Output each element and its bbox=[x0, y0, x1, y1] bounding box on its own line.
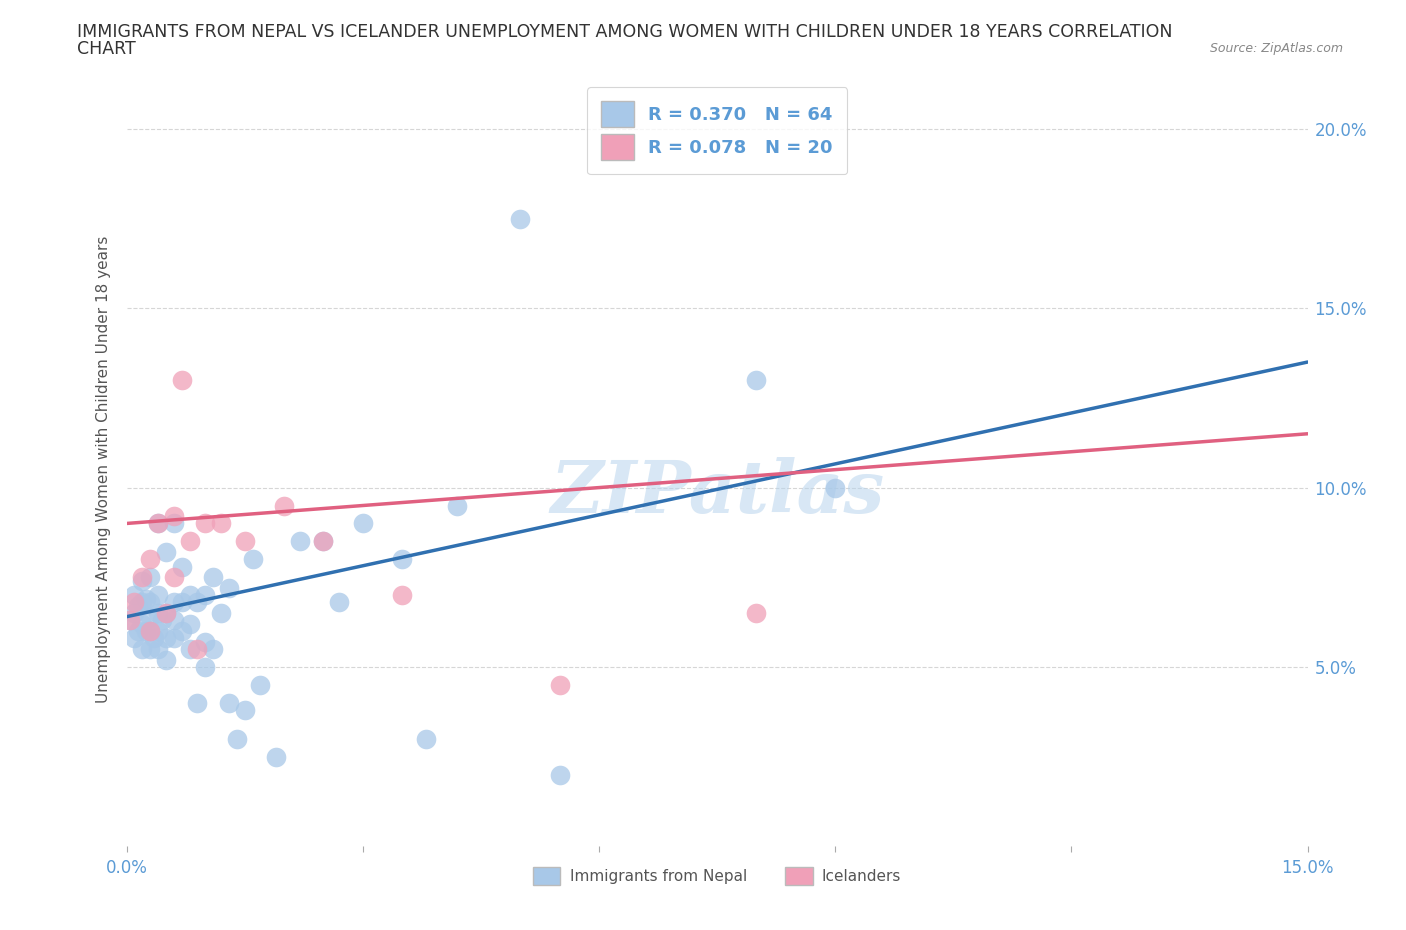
Point bbox=[415, 731, 437, 746]
Point bbox=[233, 534, 256, 549]
Point bbox=[146, 642, 169, 657]
Point bbox=[131, 617, 153, 631]
Point bbox=[135, 624, 157, 639]
Point bbox=[120, 613, 142, 628]
Point bbox=[155, 605, 177, 620]
Point bbox=[328, 595, 350, 610]
Point bbox=[194, 516, 217, 531]
Point bbox=[548, 767, 571, 782]
Point bbox=[312, 534, 335, 549]
Point bbox=[352, 516, 374, 531]
Point bbox=[139, 642, 162, 657]
Point bbox=[209, 516, 232, 531]
Point bbox=[124, 605, 146, 620]
Point bbox=[127, 624, 149, 639]
Point bbox=[146, 605, 169, 620]
Point bbox=[131, 595, 153, 610]
Legend: Immigrants from Nepal, Icelanders: Immigrants from Nepal, Icelanders bbox=[527, 860, 907, 891]
Point bbox=[179, 617, 201, 631]
Point bbox=[146, 516, 169, 531]
Point bbox=[209, 605, 232, 620]
Point bbox=[179, 642, 201, 657]
Point bbox=[194, 634, 217, 649]
Point bbox=[548, 677, 571, 692]
Point bbox=[127, 599, 149, 614]
Point bbox=[163, 509, 186, 524]
Point bbox=[146, 588, 169, 603]
Point bbox=[391, 551, 413, 566]
Point bbox=[264, 750, 287, 764]
Point bbox=[139, 609, 162, 624]
Point bbox=[131, 642, 153, 657]
Point bbox=[312, 534, 335, 549]
Point bbox=[146, 624, 169, 639]
Text: CHART: CHART bbox=[77, 40, 136, 58]
Point bbox=[124, 631, 146, 645]
Point bbox=[218, 580, 240, 595]
Point bbox=[155, 631, 177, 645]
Point bbox=[186, 595, 208, 610]
Point bbox=[139, 551, 162, 566]
Point bbox=[170, 559, 193, 574]
Point bbox=[233, 702, 256, 717]
Point bbox=[150, 613, 173, 628]
Point bbox=[249, 677, 271, 692]
Point bbox=[139, 624, 162, 639]
Point bbox=[218, 696, 240, 711]
Point bbox=[179, 588, 201, 603]
Point bbox=[446, 498, 468, 513]
Point bbox=[120, 613, 142, 628]
Point bbox=[202, 570, 225, 585]
Point bbox=[179, 534, 201, 549]
Point bbox=[170, 624, 193, 639]
Point bbox=[163, 631, 186, 645]
Point bbox=[202, 642, 225, 657]
Point bbox=[163, 516, 186, 531]
Point bbox=[163, 613, 186, 628]
Point bbox=[824, 480, 846, 495]
Point bbox=[391, 588, 413, 603]
Point bbox=[225, 731, 247, 746]
Point bbox=[273, 498, 295, 513]
Point bbox=[186, 642, 208, 657]
Y-axis label: Unemployment Among Women with Children Under 18 years: Unemployment Among Women with Children U… bbox=[96, 236, 111, 703]
Point bbox=[163, 570, 186, 585]
Point bbox=[135, 591, 157, 606]
Point bbox=[186, 696, 208, 711]
Point bbox=[139, 624, 162, 639]
Point bbox=[124, 588, 146, 603]
Point bbox=[288, 534, 311, 549]
Point bbox=[146, 516, 169, 531]
Point bbox=[509, 211, 531, 226]
Point bbox=[745, 373, 768, 388]
Text: ZIPatlas: ZIPatlas bbox=[550, 457, 884, 527]
Point bbox=[170, 595, 193, 610]
Text: Source: ZipAtlas.com: Source: ZipAtlas.com bbox=[1209, 42, 1343, 55]
Point bbox=[143, 631, 166, 645]
Point bbox=[163, 595, 186, 610]
Point bbox=[170, 373, 193, 388]
Point bbox=[155, 605, 177, 620]
Point bbox=[194, 588, 217, 603]
Point bbox=[745, 605, 768, 620]
Point bbox=[242, 551, 264, 566]
Point bbox=[124, 595, 146, 610]
Point bbox=[155, 545, 177, 560]
Point bbox=[131, 570, 153, 585]
Point bbox=[139, 570, 162, 585]
Point bbox=[131, 574, 153, 589]
Point bbox=[139, 595, 162, 610]
Text: IMMIGRANTS FROM NEPAL VS ICELANDER UNEMPLOYMENT AMONG WOMEN WITH CHILDREN UNDER : IMMIGRANTS FROM NEPAL VS ICELANDER UNEMP… bbox=[77, 23, 1173, 41]
Point bbox=[194, 659, 217, 674]
Point bbox=[155, 652, 177, 667]
